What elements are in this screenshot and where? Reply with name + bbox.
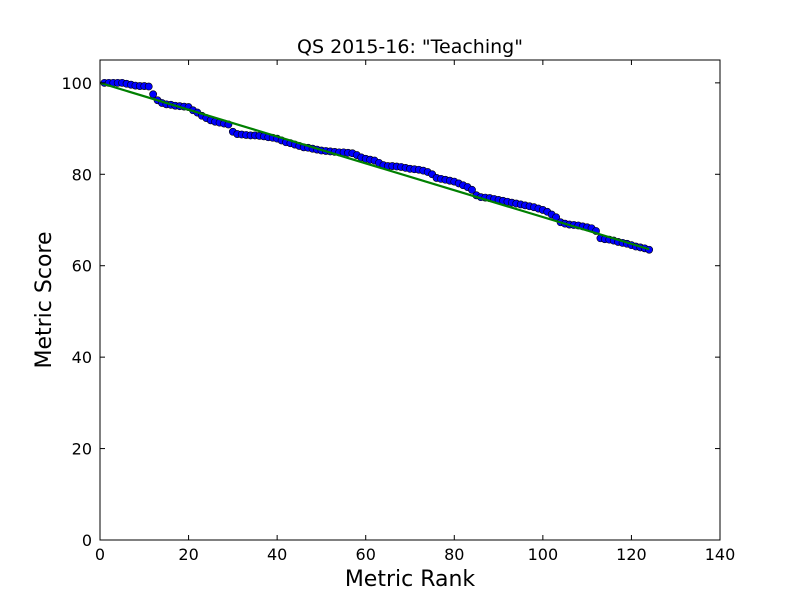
y-tick-label: 80 (72, 165, 92, 184)
x-tick-label: 120 (616, 545, 647, 564)
x-tick-label: 140 (705, 545, 736, 564)
y-tick-label: 100 (61, 74, 92, 93)
data-point (645, 245, 654, 254)
y-tick-label: 60 (72, 257, 92, 276)
plot-area (99, 78, 654, 254)
axes-frame (99, 59, 721, 541)
x-tick-label: 0 (95, 545, 105, 564)
y-tick-label: 0 (82, 531, 92, 550)
y-axis-label: Metric Score (32, 231, 57, 368)
data-point (468, 185, 476, 194)
x-tick-label: 100 (528, 545, 559, 564)
chart-title: QS 2015-16: "Teaching" (297, 36, 523, 58)
data-point (144, 82, 153, 91)
x-tick-label: 60 (356, 545, 376, 564)
axis-ticks: 0 20 40 60 80 100 120 140 0 20 40 60 80 100 (61, 59, 736, 564)
x-tick-label: 40 (267, 545, 287, 564)
x-tick-label: 20 (178, 545, 198, 564)
x-axis-label: Metric Rank (345, 567, 476, 592)
y-tick-label: 40 (72, 348, 92, 367)
y-tick-label: 20 (72, 440, 92, 459)
trend-line (99, 81, 650, 251)
scatter-series (100, 78, 654, 254)
x-tick-label: 80 (444, 545, 464, 564)
data-point (149, 90, 158, 99)
